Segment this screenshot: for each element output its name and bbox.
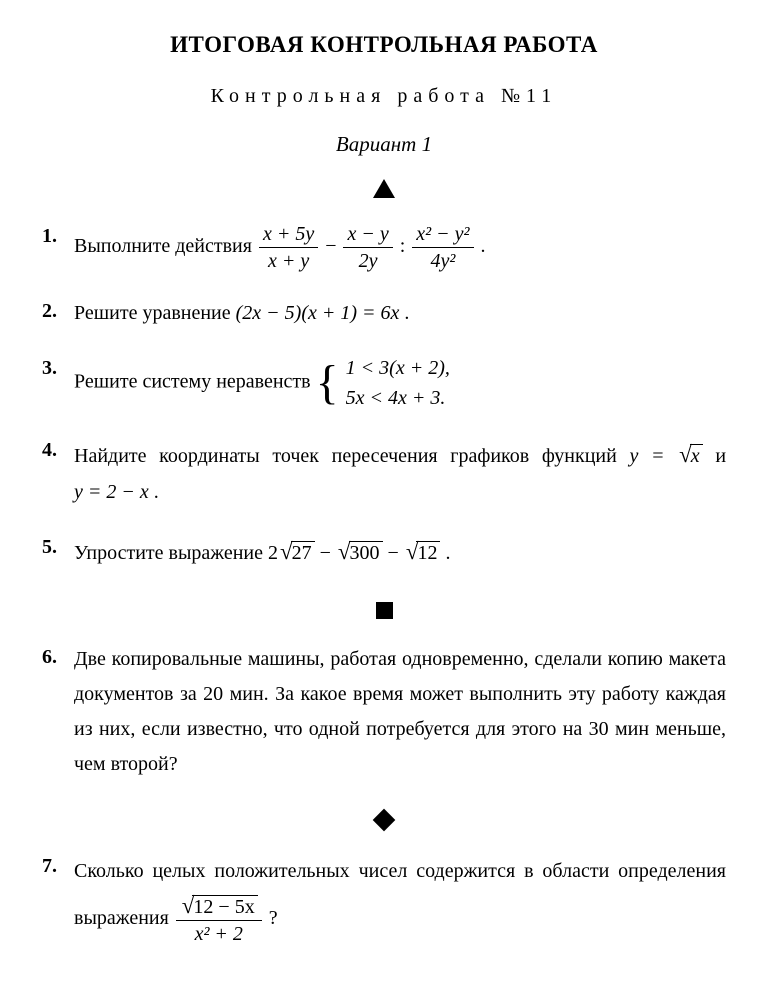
problem-text: Решите систему неравенств { 1 < 3(x + 2)… bbox=[74, 353, 726, 413]
problem-label: Сколько целых положительных чисел содерж… bbox=[74, 860, 726, 929]
problem-6: 6. Две копировальные машины, работая одн… bbox=[42, 642, 726, 782]
diamond-marker bbox=[42, 804, 726, 837]
problem-label: Решите систему неравенств bbox=[74, 371, 316, 393]
equation-1: y = x bbox=[629, 445, 702, 467]
problem-number: 5. bbox=[42, 532, 74, 572]
fraction-1: x + 5y x + y bbox=[259, 221, 318, 274]
problem-number: 6. bbox=[42, 642, 74, 782]
problem-number: 4. bbox=[42, 435, 74, 510]
subtitle: Контрольная работа №11 bbox=[42, 81, 726, 111]
variant-label: Вариант 1 bbox=[42, 129, 726, 161]
triangle-marker bbox=[42, 174, 726, 207]
system-cases: 1 < 3(x + 2), 5x < 4x + 3. bbox=[346, 353, 450, 413]
equation: (2x − 5)(x + 1) = 6x bbox=[236, 302, 400, 324]
problem-number: 1. bbox=[42, 221, 74, 274]
problem-text: Сколько целых положительных чисел содерж… bbox=[74, 851, 726, 948]
brace-icon: { bbox=[316, 361, 339, 404]
problem-5: 5. Упростите выражение 227 − 300 − 12 . bbox=[42, 532, 726, 572]
problem-number: 2. bbox=[42, 296, 74, 331]
equation-2: y = 2 − x bbox=[74, 481, 149, 503]
problem-label: Решите уравнение bbox=[74, 302, 236, 324]
problem-label: Найдите координаты точек пересечения гра… bbox=[74, 445, 629, 467]
problem-label: Упростите выражение bbox=[74, 542, 268, 564]
problem-text: Найдите координаты точек пересечения гра… bbox=[74, 435, 726, 510]
problem-text: Выполните действия x + 5y x + y − x − y … bbox=[74, 221, 726, 274]
fraction-2: x − y 2y bbox=[343, 221, 392, 274]
problem-label: Выполните действия bbox=[74, 235, 257, 257]
problem-7: 7. Сколько целых положительных чисел сод… bbox=[42, 851, 726, 948]
problem-2: 2. Решите уравнение (2x − 5)(x + 1) = 6x… bbox=[42, 296, 726, 331]
expression: 227 − 300 − 12 bbox=[268, 542, 445, 564]
problem-1: 1. Выполните действия x + 5y x + y − x −… bbox=[42, 221, 726, 274]
problem-text: Две копировальные машины, работая одновр… bbox=[74, 642, 726, 782]
problem-3: 3. Решите систему неравенств { 1 < 3(x +… bbox=[42, 353, 726, 413]
fraction-3: x² − y² 4y² bbox=[412, 221, 473, 274]
square-marker bbox=[42, 595, 726, 628]
main-title: ИТОГОВАЯ КОНТРОЛЬНАЯ РАБОТА bbox=[42, 28, 726, 63]
problem-text: Решите уравнение (2x − 5)(x + 1) = 6x . bbox=[74, 296, 726, 331]
problem-text: Упростите выражение 227 − 300 − 12 . bbox=[74, 532, 726, 572]
problem-4: 4. Найдите координаты точек пересечения … bbox=[42, 435, 726, 510]
problem-number: 3. bbox=[42, 353, 74, 413]
problem-number: 7. bbox=[42, 851, 74, 948]
fraction: 12 − 5x x² + 2 bbox=[176, 891, 262, 948]
